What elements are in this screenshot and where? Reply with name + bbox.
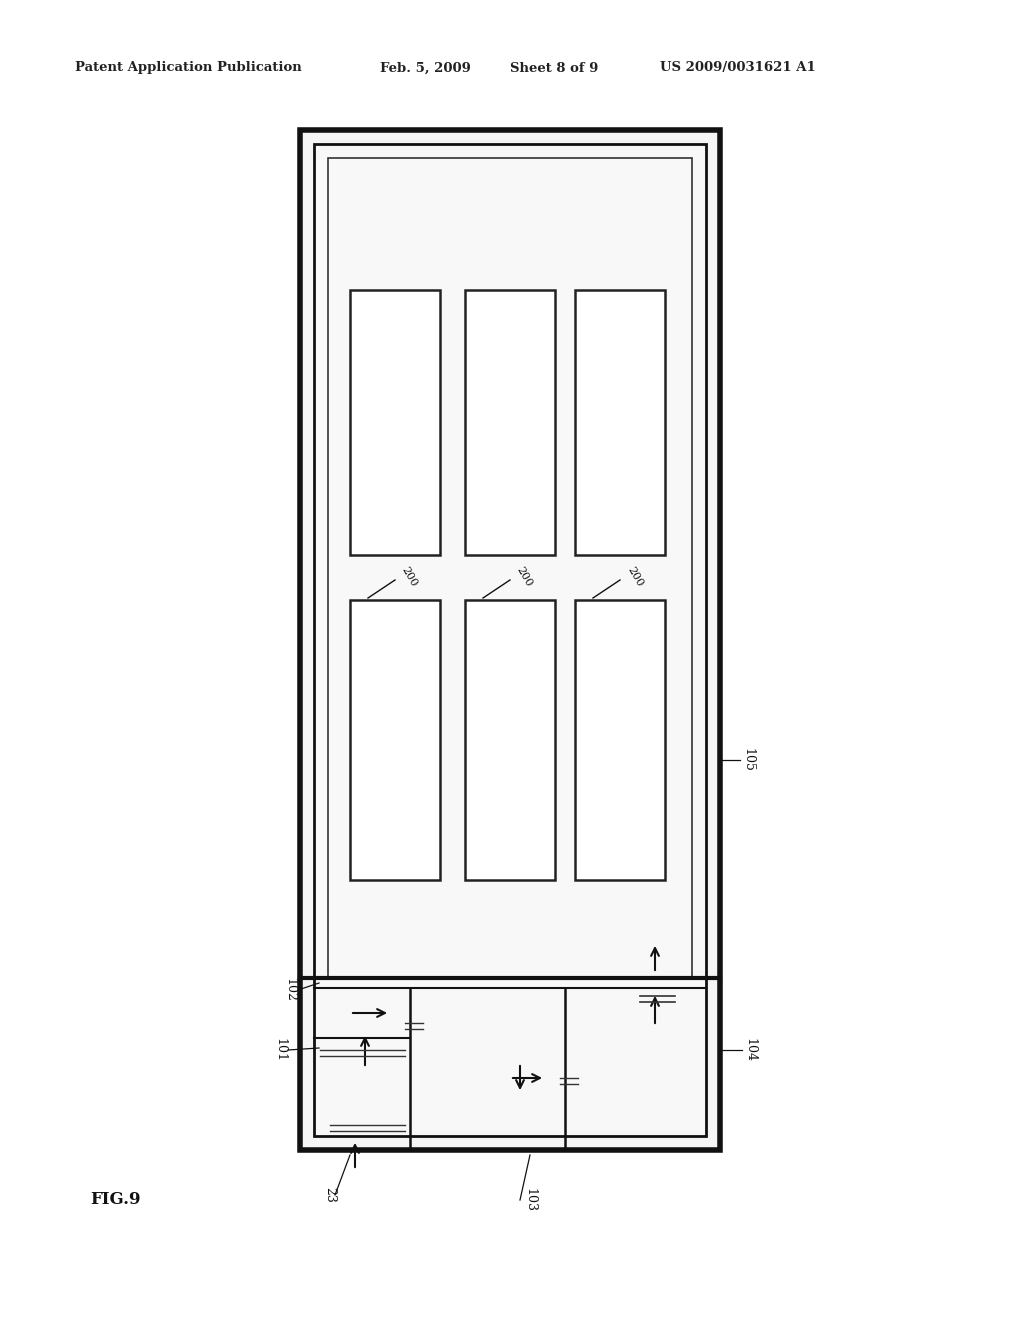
Text: 101: 101	[273, 1038, 287, 1063]
Text: 200: 200	[626, 565, 645, 589]
Text: 105: 105	[741, 748, 755, 772]
Bar	[314, 144, 706, 1137]
Text: 104: 104	[743, 1038, 757, 1063]
Bar	[575, 290, 665, 554]
Text: Patent Application Publication: Patent Application Publication	[75, 62, 302, 74]
Bar	[300, 129, 720, 1150]
Bar	[350, 601, 440, 880]
Text: 200: 200	[400, 565, 420, 589]
Bar	[465, 601, 555, 880]
Text: 103: 103	[523, 1188, 537, 1212]
Text: 23: 23	[324, 1187, 337, 1203]
Text: 102: 102	[284, 978, 297, 1002]
Text: 200: 200	[515, 565, 535, 589]
Bar	[575, 601, 665, 880]
Text: FIG.9: FIG.9	[90, 1192, 140, 1209]
Text: US 2009/0031621 A1: US 2009/0031621 A1	[660, 62, 816, 74]
Text: Sheet 8 of 9: Sheet 8 of 9	[510, 62, 598, 74]
Bar	[350, 290, 440, 554]
Bar	[328, 158, 692, 978]
Text: Feb. 5, 2009: Feb. 5, 2009	[380, 62, 471, 74]
Bar	[465, 290, 555, 554]
